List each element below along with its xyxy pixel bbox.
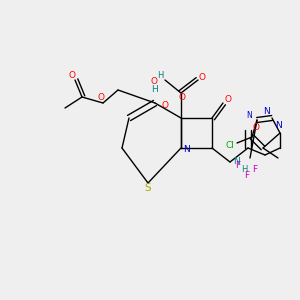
Text: N: N <box>183 146 189 154</box>
Text: F: F <box>236 161 241 170</box>
Text: N: N <box>274 122 281 130</box>
Text: N: N <box>232 157 239 166</box>
Text: F: F <box>252 166 258 175</box>
Text: O: O <box>253 124 260 133</box>
Text: O: O <box>199 74 206 82</box>
Text: N: N <box>246 110 252 119</box>
Text: N: N <box>264 106 270 116</box>
Text: H: H <box>157 70 163 80</box>
Text: H: H <box>152 85 158 94</box>
Text: F: F <box>244 172 250 181</box>
Text: S: S <box>145 183 151 193</box>
Text: O: O <box>161 100 169 109</box>
Text: O: O <box>68 70 76 80</box>
Text: O: O <box>224 95 232 104</box>
Text: Cl: Cl <box>226 142 234 151</box>
Text: O: O <box>98 94 104 103</box>
Text: O: O <box>178 94 185 103</box>
Text: O: O <box>151 77 158 86</box>
Text: H: H <box>241 164 247 173</box>
